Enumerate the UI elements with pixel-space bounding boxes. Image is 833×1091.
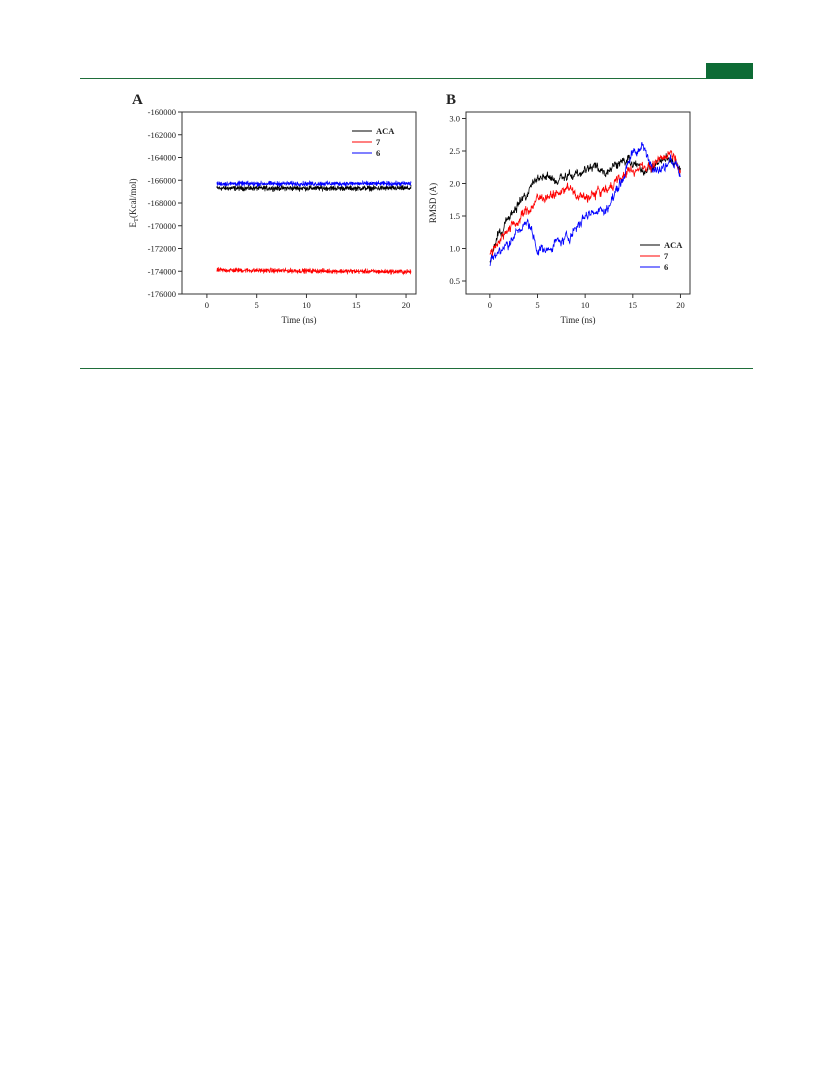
y-tick-label: 2.5	[449, 146, 460, 156]
header-rule	[80, 78, 753, 79]
series-line-7	[216, 266, 412, 276]
y-tick-label: -162000	[148, 130, 176, 140]
series-line-6	[216, 179, 412, 188]
panel-letter: B	[446, 92, 456, 108]
header-tab	[706, 63, 753, 79]
series-line-7	[489, 150, 681, 257]
legend-label: 6	[664, 262, 668, 272]
panel-b: B 0 5 10 15 20 0.5 1.0 1.5 2.0 2.5 3.0 Time (ns) RMSD…	[428, 92, 691, 325]
y-tick-label: -160000	[148, 107, 176, 117]
y-axis-label: ET(Kcal/mol)	[128, 179, 140, 228]
x-tick-label: 15	[629, 300, 638, 310]
x-tick-label: 20	[676, 300, 685, 310]
legend-label: 7	[376, 137, 381, 147]
x-tick-label: 10	[302, 300, 311, 310]
legend-label: ACA	[664, 240, 683, 250]
y-tick-label: -170000	[148, 221, 176, 231]
panel-letter: A	[132, 92, 143, 108]
x-tick-label: 5	[255, 300, 259, 310]
y-tick-label: 0.5	[449, 276, 460, 286]
plot-frame	[465, 111, 691, 295]
x-tick-label: 15	[352, 300, 361, 310]
panel-a: A 0 5 10 15 20 -176000 -174000 -172000 -170000 -16…	[128, 92, 417, 325]
y-axis-label: RMSD (A)	[428, 183, 438, 223]
y-tick-label: -172000	[148, 244, 176, 254]
x-tick-label: 5	[535, 300, 539, 310]
x-tick-label: 0	[205, 300, 209, 310]
legend-label: ACA	[376, 126, 395, 136]
legend-label: 7	[664, 251, 669, 261]
y-tick-label: 3.0	[449, 114, 460, 124]
footer-rule	[80, 368, 753, 369]
y-tick-label: 1.0	[449, 244, 460, 254]
y-tick-label: -168000	[148, 198, 176, 208]
y-tick-label: -174000	[148, 266, 176, 276]
y-tick-label: -176000	[148, 289, 176, 299]
series-line-ACA	[216, 184, 412, 193]
plot-frame	[181, 111, 417, 295]
x-axis-label: Time (ns)	[561, 315, 596, 325]
y-tick-label: 1.5	[449, 211, 460, 221]
series-line-6	[489, 142, 681, 267]
x-axis-label: Time (ns)	[282, 315, 317, 325]
x-tick-label: 0	[488, 300, 492, 310]
x-tick-label: 20	[402, 300, 411, 310]
legend-label: 6	[376, 148, 380, 158]
y-tick-label: -164000	[148, 153, 176, 163]
x-tick-label: 10	[581, 300, 590, 310]
figure-svg: A 0 5 10 15 20 -176000 -174000 -172000 -170000 -16…	[128, 92, 691, 325]
y-tick-label: 2.0	[449, 179, 460, 189]
y-tick-label: -166000	[148, 175, 176, 185]
